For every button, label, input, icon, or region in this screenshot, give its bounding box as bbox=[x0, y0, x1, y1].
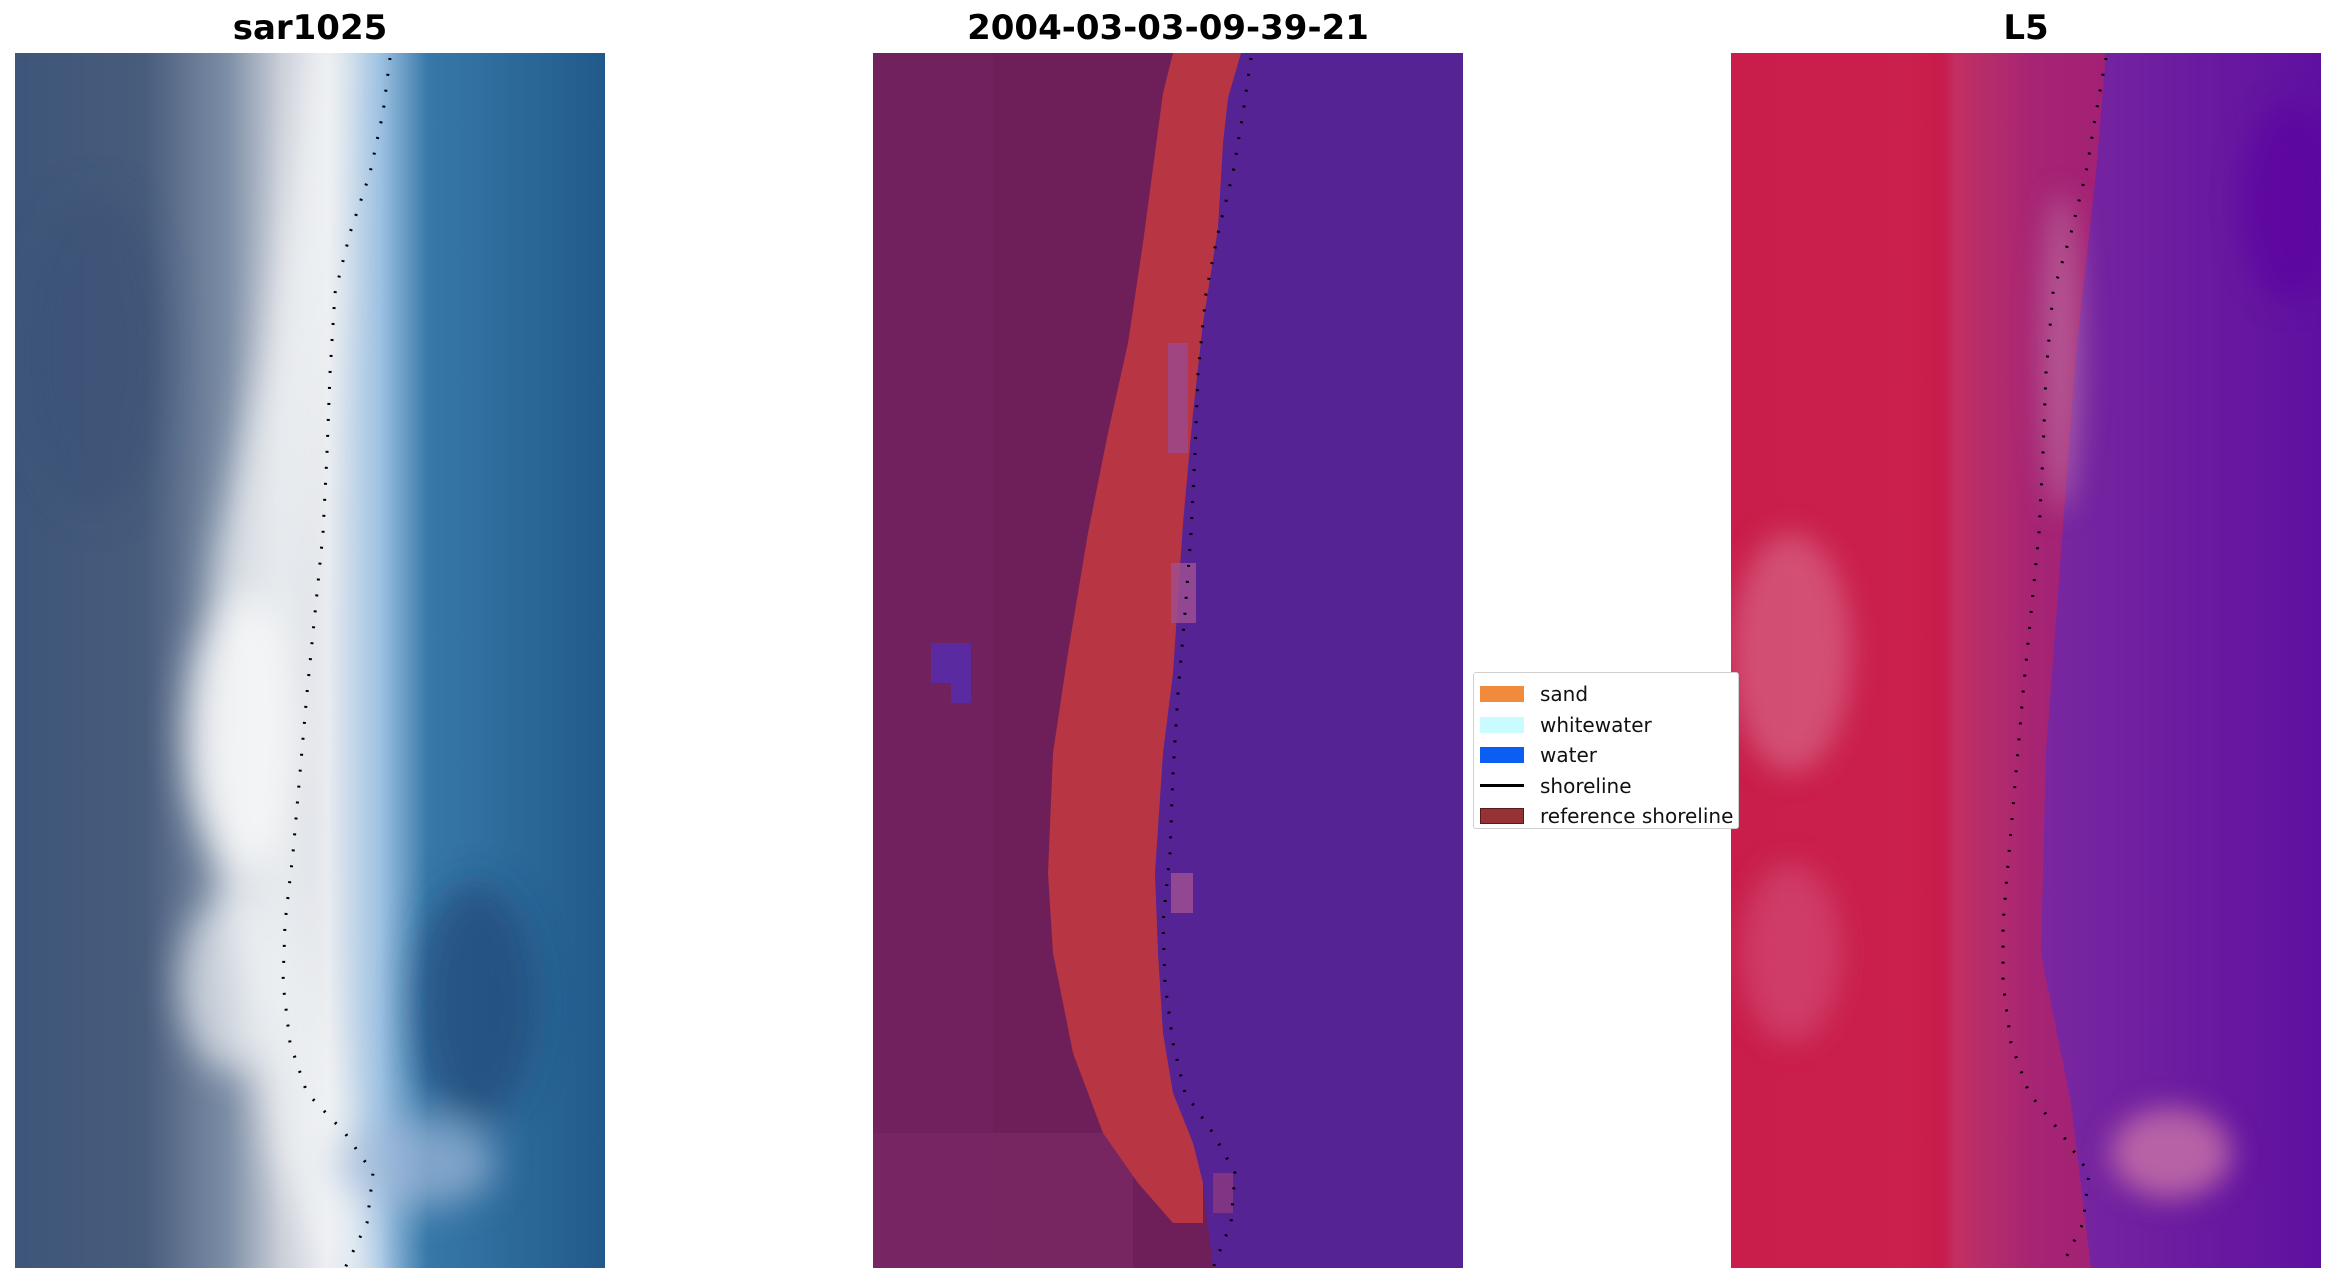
legend-swatch-whitewater bbox=[1480, 716, 1524, 733]
legend-label-reference-shoreline: reference shoreline bbox=[1540, 804, 1734, 829]
rgb-satellite-image bbox=[15, 53, 605, 1268]
legend-item-water: water bbox=[1474, 740, 1738, 771]
panel-title-rgb: sar1025 bbox=[232, 8, 388, 48]
classified-image bbox=[873, 53, 1463, 1268]
panel-title-classified: 2004-03-03-09-39-21 bbox=[967, 8, 1369, 48]
legend-swatch-sand bbox=[1480, 686, 1524, 703]
legend-item-reference-shoreline: reference shoreline bbox=[1474, 801, 1738, 829]
legend-label-shoreline: shoreline bbox=[1540, 773, 1632, 798]
legend-item-whitewater: whitewater bbox=[1474, 710, 1738, 741]
legend-line-shoreline bbox=[1480, 784, 1524, 788]
legend-label-whitewater: whitewater bbox=[1540, 712, 1652, 737]
legend: sand whitewater water shoreline referenc… bbox=[1473, 672, 1739, 829]
legend-item-shoreline: shoreline bbox=[1474, 771, 1738, 802]
index-image bbox=[1731, 53, 2321, 1268]
legend-label-sand: sand bbox=[1540, 682, 1589, 707]
legend-item-sand: sand bbox=[1474, 679, 1738, 710]
panel-title-index: L5 bbox=[2003, 8, 2049, 48]
legend-label-water: water bbox=[1540, 743, 1597, 768]
legend-swatch-water bbox=[1480, 747, 1524, 764]
legend-swatch-reference-shoreline bbox=[1480, 808, 1524, 825]
